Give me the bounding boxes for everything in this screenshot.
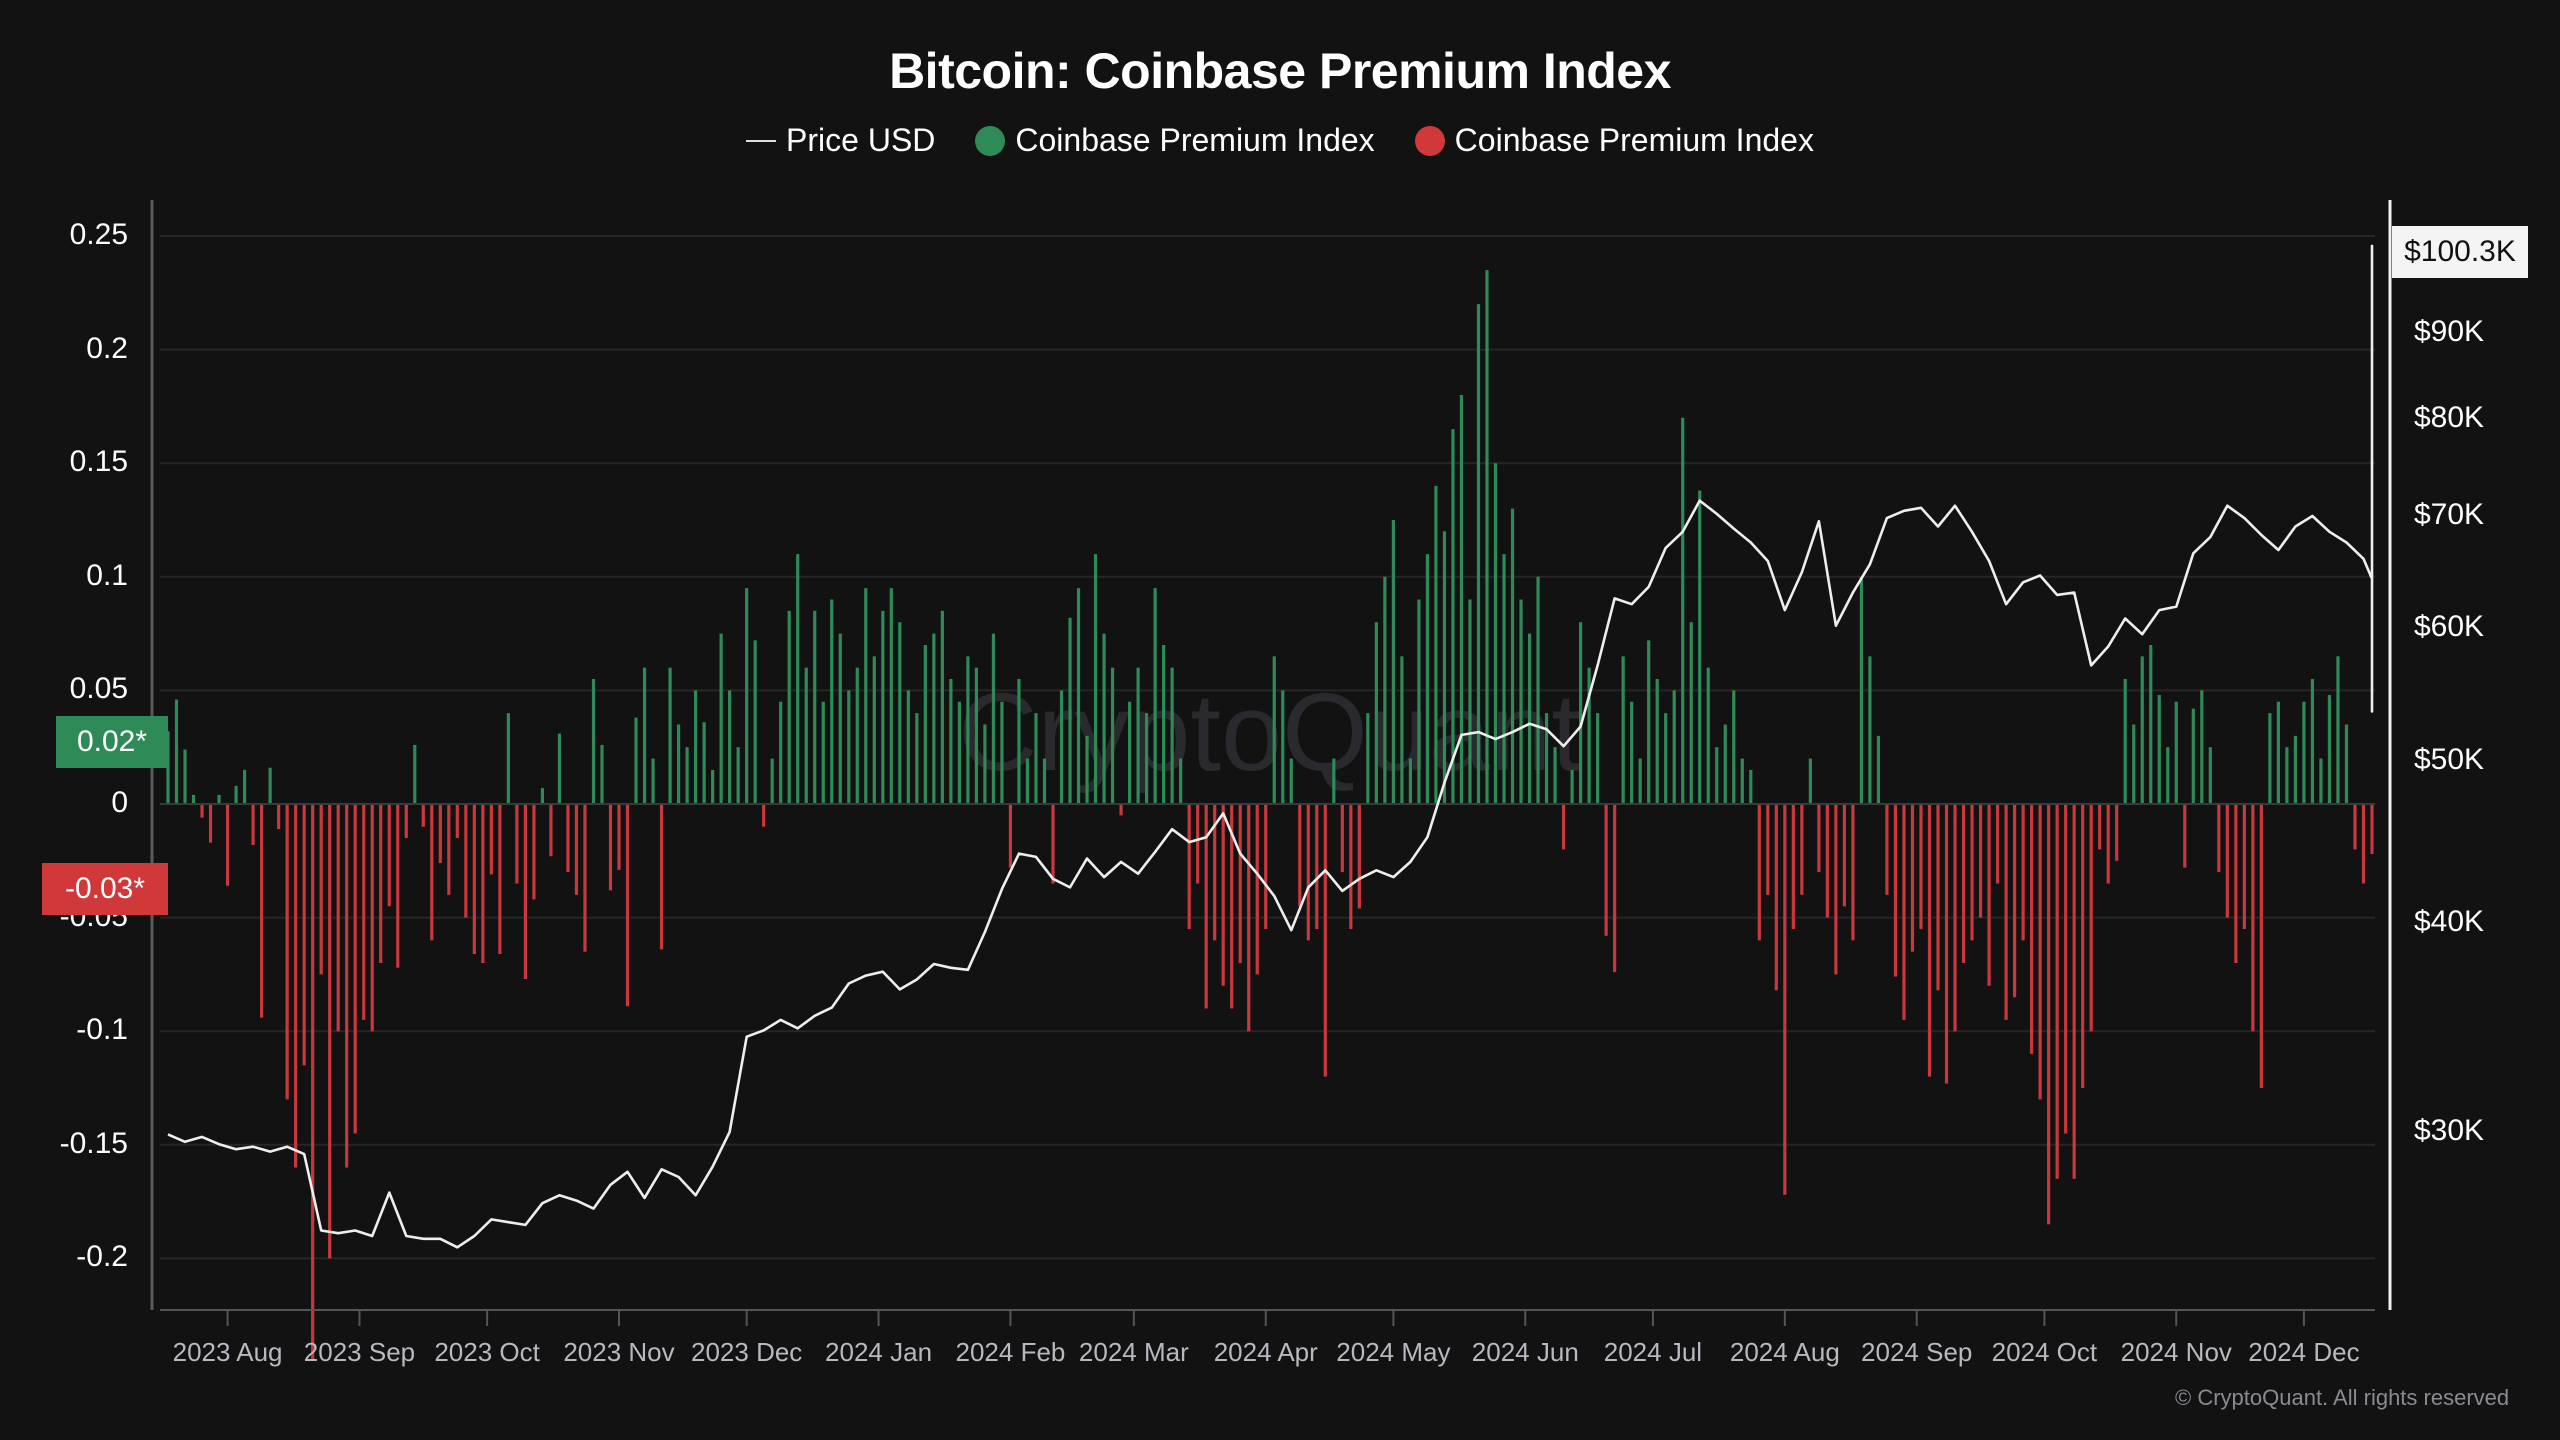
right-axis-tick-label: $70K [2414, 498, 2485, 531]
price-line [167, 244, 2374, 1249]
left-axis-tick-label: 0 [111, 786, 128, 819]
x-axis-tick-label: 2024 Oct [1991, 1337, 2098, 1367]
legend-item-price[interactable]: Price USD [746, 122, 935, 159]
green-dot-icon [975, 125, 1006, 156]
x-axis-tick-label: 2024 Aug [1729, 1337, 1840, 1367]
x-axis-tick-label: 2024 Dec [2248, 1337, 2360, 1367]
legend: Price USD Coinbase Premium Index Coinbas… [0, 122, 2560, 159]
x-axis-tick-label: 2023 Nov [563, 1337, 675, 1367]
x-axis-tick-label: 2024 Jul [1603, 1337, 1703, 1367]
right-axis-tick-label: $50K [2414, 742, 2485, 776]
x-axis-tick-label: 2023 Dec [691, 1337, 803, 1367]
legend-label-premium-negative: Coinbase Premium Index [1454, 122, 1814, 158]
x-axis-tick-label: 2023 Aug [172, 1337, 283, 1367]
x-axis-tick-label: 2024 Sep [1861, 1337, 1973, 1367]
copyright-footer: © CryptoQuant. All rights reserved [2175, 1385, 2510, 1410]
left-axis-tick-label: 0.1 [86, 558, 128, 592]
x-axis-tick-label: 2024 Jan [825, 1337, 933, 1367]
x-axis-tick-label: 2024 Mar [1078, 1337, 1189, 1367]
gridlines [160, 235, 2375, 1260]
right-axis-tick-label: $30K [2414, 1114, 2485, 1147]
left-axis-tick-label: 0.15 [69, 445, 128, 479]
current-price-badge: $100.3K [2392, 226, 2528, 278]
x-axis-tick-label: 2023 Sep [303, 1337, 416, 1367]
legend-item-premium-positive[interactable]: Coinbase Premium Index [975, 122, 1375, 159]
right-axis-tick-label: $80K [2414, 400, 2485, 434]
current-premium-positive-badge: 0.02* [56, 716, 168, 768]
left-axis-tick-label: -0.1 [76, 1013, 128, 1047]
chart-title: Bitcoin: Coinbase Premium Index [889, 43, 1671, 99]
right-axis-tick-label: $40K [2414, 904, 2485, 938]
x-axis-tick-label: 2024 Feb [955, 1337, 1066, 1367]
left-axis-tick-label: 0.25 [69, 218, 128, 251]
current-premium-negative-badge: -0.03* [42, 863, 168, 915]
legend-label-price: Price USD [786, 122, 936, 158]
legend-item-premium-negative[interactable]: Coinbase Premium Index [1414, 122, 1814, 159]
price-line-group [167, 244, 2374, 1249]
right-axis-tick-label: $60K [2414, 610, 2485, 644]
legend-label-premium-positive: Coinbase Premium Index [1015, 122, 1375, 158]
red-dot-icon [1414, 125, 1445, 156]
x-ticks [226, 1310, 2305, 1326]
x-axis-tick-label: 2024 Jun [1471, 1337, 1579, 1367]
left-axis-tick-label: 0.05 [69, 672, 128, 706]
line-swatch-icon [746, 139, 777, 142]
x-axis-tick-label: 2024 May [1336, 1337, 1451, 1367]
x-axis-tick-label: 2024 Apr [1213, 1337, 1318, 1367]
x-axis-tick-label: 2024 Nov [2120, 1337, 2232, 1367]
right-axis-tick-label: $90K [2414, 315, 2485, 349]
left-axis-tick-label: -0.2 [76, 1240, 128, 1274]
left-axis-tick-label: -0.15 [59, 1126, 128, 1160]
left-axis-tick-label: 0.2 [86, 331, 128, 365]
premium-bars [160, 270, 2375, 1361]
x-axis-tick-label: 2023 Oct [434, 1337, 540, 1367]
